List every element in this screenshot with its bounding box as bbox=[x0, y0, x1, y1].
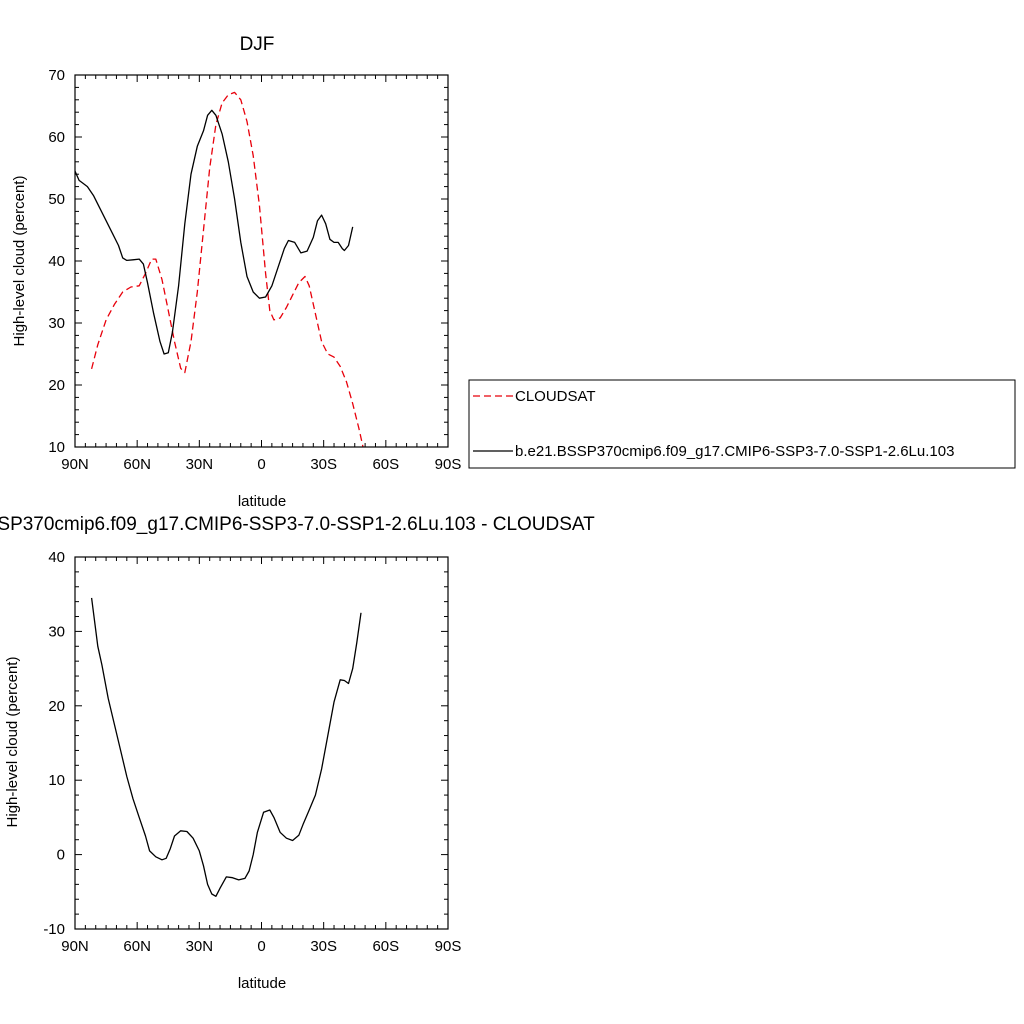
y-axis-label-bottom: High-level cloud (percent) bbox=[4, 657, 21, 828]
chart-panel-bottom: b.e21.BSSP370cmip6.f09_g17.CMIP6-SSP3-7.… bbox=[0, 514, 595, 992]
legend: CLOUDSAT b.e21.BSSP370cmip6.f09_g17.CMIP… bbox=[468, 379, 1016, 469]
legend-label-cloudsat: CLOUDSAT bbox=[515, 388, 596, 405]
series-line-bottom-0 bbox=[90, 597, 362, 897]
series-group-top bbox=[75, 91, 364, 447]
series-group-bottom bbox=[90, 597, 362, 897]
x-tick-label: 0 bbox=[257, 938, 265, 955]
legend-label-model: b.e21.BSSP370cmip6.f09_g17.CMIP6-SSP3-7.… bbox=[515, 443, 954, 460]
series-line-top-1 bbox=[75, 109, 354, 355]
x-axis-label-top: latitude bbox=[238, 493, 286, 510]
x-tick-label: 90N bbox=[61, 938, 89, 955]
x-tick-label: 60N bbox=[123, 938, 151, 955]
x-tick-label: 30N bbox=[186, 938, 214, 955]
x-tick-label: 30S bbox=[310, 938, 337, 955]
chart-title-bottom: b.e21.BSSP370cmip6.f09_g17.CMIP6-SSP3-7.… bbox=[0, 514, 595, 535]
axis-ticks-bottom: 90N 60N 30N 0 30S 60S 90S -10 0 10 20 30 40 bbox=[43, 549, 461, 955]
x-tick-label: 90S bbox=[435, 938, 462, 955]
y-tick-label: 70 bbox=[48, 67, 65, 84]
y-tick-label: 30 bbox=[48, 623, 65, 640]
chart-panel-top: DJF High-level cloud (percent) latitude … bbox=[11, 34, 1016, 510]
y-tick-label: 20 bbox=[48, 698, 65, 715]
axis-ticks-top: 90N 60N 30N 0 30S 60S 90S 10 20 30 40 50 60 70 bbox=[48, 67, 461, 473]
y-tick-label: 10 bbox=[48, 772, 65, 789]
x-tick-label: 60N bbox=[123, 456, 151, 473]
y-tick-label: 20 bbox=[48, 377, 65, 394]
y-tick-label: 30 bbox=[48, 315, 65, 332]
x-axis-label-bottom: latitude bbox=[238, 975, 286, 992]
y-tick-label: 40 bbox=[48, 253, 65, 270]
x-tick-label: 30N bbox=[186, 456, 214, 473]
y-tick-label: -10 bbox=[43, 921, 65, 938]
x-tick-label: 60S bbox=[372, 456, 399, 473]
x-tick-label: 0 bbox=[257, 456, 265, 473]
y-axis-label-top: High-level cloud (percent) bbox=[11, 176, 28, 347]
y-tick-label: 60 bbox=[48, 129, 65, 146]
plot-frame-top bbox=[74, 74, 449, 448]
y-tick-label: 0 bbox=[57, 847, 65, 864]
x-tick-label: 30S bbox=[310, 456, 337, 473]
x-tick-label: 60S bbox=[372, 938, 399, 955]
y-tick-label: 50 bbox=[48, 191, 65, 208]
series-line-top-0 bbox=[90, 91, 364, 447]
x-tick-label: 90S bbox=[435, 456, 462, 473]
legend-box bbox=[468, 379, 1016, 469]
x-tick-label: 90N bbox=[61, 456, 89, 473]
y-tick-label: 40 bbox=[48, 549, 65, 566]
y-tick-label: 10 bbox=[48, 439, 65, 456]
plot-frame-bottom bbox=[74, 556, 449, 930]
chart-title-top: DJF bbox=[240, 34, 275, 55]
